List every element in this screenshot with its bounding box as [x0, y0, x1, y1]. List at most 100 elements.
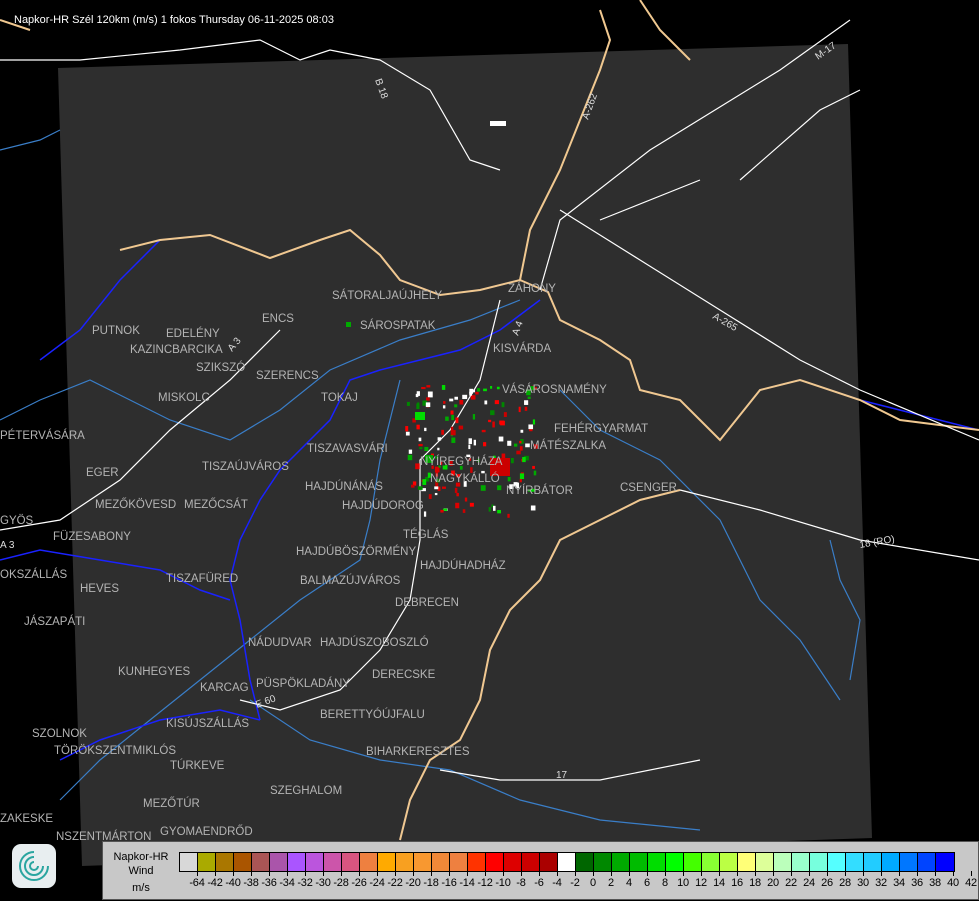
radar-echo — [438, 465, 441, 468]
legend-swatch — [576, 853, 594, 871]
legend-swatch — [450, 853, 468, 871]
city-label: HAJDÚHADHÁZ — [420, 559, 506, 572]
radar-echo — [431, 465, 434, 469]
radar-echo — [488, 419, 492, 423]
radar-echo — [421, 488, 426, 492]
radar-echo — [525, 443, 530, 448]
legend-tick-label: -32 — [297, 877, 313, 889]
legend-swatch — [234, 853, 252, 871]
radar-echo — [441, 429, 444, 435]
radar-echo — [527, 396, 531, 399]
legend-tick-label: 8 — [662, 877, 668, 889]
legend-tick-label: -6 — [534, 877, 544, 889]
legend-tick — [197, 871, 198, 876]
legend-swatch — [432, 853, 450, 871]
city-label: MISKOLC — [158, 392, 210, 404]
legend-tick-label: -24 — [369, 877, 385, 889]
legend-tick-label: 2 — [608, 877, 614, 889]
radar-echo — [455, 417, 459, 424]
legend-swatch — [720, 853, 738, 871]
city-label: TÚRKEVE — [170, 759, 225, 772]
city-label: HAJDÚSZOBOSZLÓ — [320, 636, 429, 649]
legend-swatch — [252, 853, 270, 871]
legend-swatch — [936, 853, 954, 871]
legend-title: Napkor-HR Wind m/s — [103, 850, 179, 895]
radar-echo — [405, 426, 409, 432]
legend-tick-label: 16 — [731, 877, 743, 889]
legend-swatch — [792, 853, 810, 871]
radar-echo — [530, 488, 536, 492]
radar-echo-cluster — [346, 322, 351, 327]
radar-echo — [440, 461, 443, 465]
city-label: KAZINCBARCIKA — [130, 344, 223, 356]
radar-echo — [463, 481, 467, 487]
radar-echo — [417, 402, 420, 408]
radar-echo — [499, 420, 505, 425]
legend-tick-label: 18 — [749, 877, 761, 889]
legend-tick — [323, 871, 324, 876]
legend-tick-label: 20 — [767, 877, 779, 889]
radar-echo — [407, 454, 413, 461]
legend-tick — [341, 871, 342, 876]
radar-echo — [462, 509, 466, 513]
city-label: HEVES — [80, 583, 119, 595]
radar-echo — [524, 406, 528, 411]
radar-echo — [437, 486, 441, 492]
radar-echo — [428, 494, 432, 499]
city-label: SZIKSZÓ — [196, 361, 245, 374]
radar-echo — [468, 438, 472, 445]
radar-echo — [522, 457, 526, 463]
legend-swatch — [198, 853, 216, 871]
radar-echo — [424, 446, 429, 452]
city-label: SZERENCS — [256, 370, 319, 382]
city-label: FÜZESABONY — [53, 531, 131, 543]
legend-tick — [701, 871, 702, 876]
radar-echo — [494, 400, 499, 405]
radar-echo — [456, 492, 459, 497]
radar-echo — [473, 439, 477, 446]
radar-echo — [454, 404, 458, 408]
radar-echo — [425, 476, 430, 482]
city-label: VÁSÁROSNAMÉNY — [502, 383, 607, 396]
city-label: TISZAVASVÁRI — [307, 442, 388, 455]
radar-echo — [418, 437, 422, 442]
radar-echo — [532, 419, 536, 425]
radar-echo — [417, 486, 423, 490]
city-label: TISZAFÜRED — [166, 573, 238, 585]
legend-tick — [557, 871, 558, 876]
city-label: MEZŐCSÁT — [184, 497, 248, 511]
radar-echo — [434, 486, 439, 490]
legend-tick — [539, 871, 540, 876]
legend-swatch — [648, 853, 666, 871]
city-label: NAGYKÁLLÓ — [430, 472, 500, 485]
radar-echo — [469, 502, 474, 507]
radar-echo — [492, 455, 496, 459]
city-label: TOKAJ — [321, 392, 358, 404]
radar-echo — [490, 386, 493, 389]
city-label: EDELÉNY — [166, 327, 220, 340]
legend-tick — [287, 871, 288, 876]
radar-echo — [503, 412, 507, 417]
city-label: DEBRECEN — [395, 597, 459, 609]
legend-swatch — [522, 853, 540, 871]
radar-echo — [462, 394, 468, 400]
city-label: PÉTERVÁSÁRA — [0, 429, 85, 442]
radar-echo — [434, 466, 440, 473]
radar-echo — [454, 396, 458, 400]
city-label: HAJDÚDOROG — [342, 499, 424, 512]
radar-echo — [405, 431, 410, 436]
city-label: PUTNOK — [92, 325, 140, 337]
city-label: PÜSPÖKLADÁNY — [256, 677, 350, 690]
radar-echo — [529, 427, 533, 432]
radar-echo — [492, 505, 496, 511]
city-label: KISÚJSZÁLLÁS — [166, 717, 249, 730]
radar-echo — [477, 458, 480, 463]
legend-swatch — [396, 853, 414, 871]
legend-tick — [503, 871, 504, 876]
legend-swatch — [414, 853, 432, 871]
legend-tick-label: 4 — [626, 877, 632, 889]
city-label: HAJDÚNÁNÁS — [305, 480, 383, 493]
legend-swatch — [900, 853, 918, 871]
legend-tick — [683, 871, 684, 876]
city-label: GYOMAENDRŐD — [160, 824, 253, 838]
